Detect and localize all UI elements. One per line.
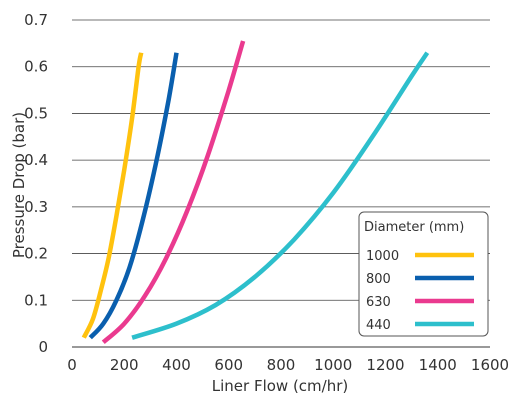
y-tick-label: 0.3 [24, 198, 48, 216]
y-axis-label: Pressure Drop (bar) [10, 112, 28, 258]
x-tick-label: 200 [110, 356, 139, 374]
y-tick-label: 0.7 [24, 11, 48, 29]
x-tick-label: 800 [267, 356, 296, 374]
series-line-440 [131, 51, 430, 340]
y-tick-label: 0.2 [24, 245, 48, 263]
legend-items: 1000 800 630 440 [366, 249, 474, 333]
y-tick-label: 0.6 [24, 58, 48, 76]
y-tick-labels: 0 0.1 0.2 0.3 0.4 0.5 0.6 0.7 [24, 11, 48, 356]
y-tick-label: 0.5 [24, 104, 48, 122]
legend-label-1000: 1000 [366, 249, 399, 264]
legend-box [358, 211, 489, 337]
x-tick-label: 1000 [314, 356, 352, 374]
x-tick-label: 1400 [419, 356, 457, 374]
legend: Diameter (mm) 1000 800 630 440 [358, 211, 489, 337]
series-line-1000 [81, 52, 144, 339]
x-axis-label: Liner Flow (cm/hr) [212, 377, 349, 395]
series-lines [81, 40, 430, 345]
legend-label-800: 800 [366, 272, 391, 287]
legend-label-630: 630 [366, 295, 391, 310]
grid-lines [72, 19, 490, 301]
legend-title: Diameter (mm) [364, 220, 464, 235]
x-tick-label: 0 [67, 356, 77, 374]
y-tick-label: 0.1 [24, 291, 48, 309]
x-tick-label: 600 [214, 356, 243, 374]
x-tick-label: 1600 [471, 356, 509, 374]
series-line-630 [101, 40, 246, 345]
legend-label-440: 440 [366, 318, 391, 333]
series-line-800 [88, 52, 179, 340]
x-tick-label: 400 [162, 356, 191, 374]
x-tick-label: 1200 [366, 356, 404, 374]
x-tick-labels: 0 200 400 600 800 1000 1200 1400 1600 [67, 356, 509, 374]
y-tick-label: 0 [38, 338, 48, 356]
y-tick-label: 0.4 [24, 151, 48, 169]
